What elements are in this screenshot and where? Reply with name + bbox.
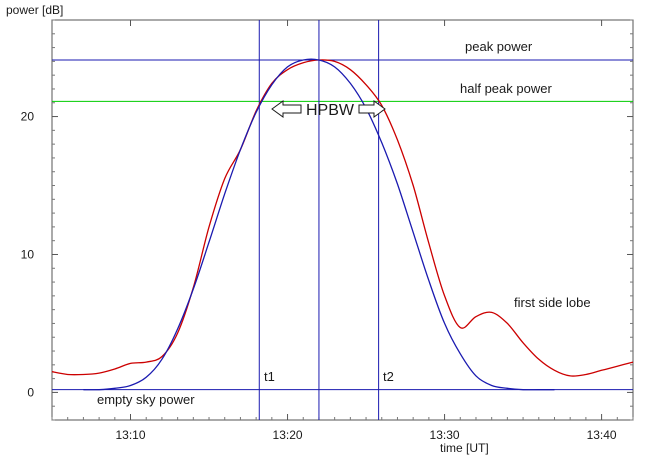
hpbw-label: HPBW xyxy=(306,102,355,119)
peak-power-label: peak power xyxy=(465,39,533,54)
x-tick-label: 13:30 xyxy=(430,428,460,442)
series-layer xyxy=(51,58,634,391)
y-tick-label: 20 xyxy=(21,110,35,124)
hpbw-marker: HPBW xyxy=(271,100,386,119)
model-beam-curve xyxy=(83,58,555,391)
first-side-lobe-label: first side lobe xyxy=(514,295,591,310)
x-tick-label: 13:40 xyxy=(587,428,617,442)
annotation-layer: power [dB] time [UT] peak power half pea… xyxy=(6,3,591,455)
hpbw-right-arrow-icon xyxy=(358,100,386,118)
t2-label: t2 xyxy=(383,369,394,384)
plot-frame xyxy=(51,19,634,421)
empty-sky-power-label: empty sky power xyxy=(97,392,195,407)
tick-layer: 13:10 13:20 13:30 13:40 0 10 20 xyxy=(21,19,634,442)
reference-lines xyxy=(52,20,633,420)
y-tick-label: 0 xyxy=(27,385,34,399)
half-peak-power-label: half peak power xyxy=(460,81,552,96)
x-tick-label: 13:20 xyxy=(273,428,303,442)
plot-border xyxy=(51,19,634,421)
y-axis-label: power [dB] xyxy=(6,3,63,17)
x-axis-label: time [UT] xyxy=(440,441,489,455)
x-tick-label: 13:10 xyxy=(115,428,145,442)
y-tick-label: 10 xyxy=(21,247,35,261)
measured-power-curve xyxy=(51,59,634,377)
t1-label: t1 xyxy=(264,369,275,384)
hpbw-left-arrow-icon xyxy=(271,100,302,118)
